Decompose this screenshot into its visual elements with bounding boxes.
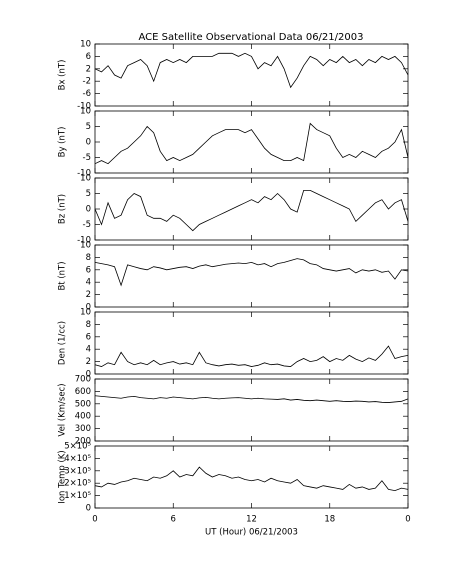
y-tick-label: 300: [75, 424, 91, 434]
y-axis-label: Den (1/cc): [58, 321, 68, 365]
y-tick-label: 3×10⁵: [64, 466, 91, 476]
y-tick-label: 5: [86, 122, 91, 132]
y-tick-label: -10: [77, 169, 91, 179]
data-line: [94, 190, 409, 232]
panel-frame: [94, 311, 409, 375]
y-tick-label: 5×10⁵: [64, 442, 91, 452]
y-tick-label: 500: [75, 399, 91, 409]
chart-title: ACE Satellite Observational Data 06/21/2…: [139, 32, 364, 43]
y-tick-label: 2×10⁵: [64, 479, 91, 489]
y-tick-label: 10: [80, 308, 91, 318]
y-tick-label: 1×10⁵: [64, 491, 91, 501]
y-tick-label: 200: [75, 437, 91, 447]
x-tick-label: 12: [246, 515, 257, 525]
x-tick-label: 0: [92, 515, 97, 525]
y-tick-label: 6: [86, 52, 91, 62]
y-tick-label: 0: [86, 370, 91, 380]
y-axis-label: Bx (nT): [58, 60, 68, 91]
panel-frame: [94, 177, 409, 241]
y-tick-label: -10: [77, 236, 91, 246]
y-tick-label: -10: [77, 102, 91, 112]
x-tick-label: 6: [171, 515, 176, 525]
y-tick-label: 600: [75, 387, 91, 397]
y-tick-label: -5: [83, 153, 91, 163]
panel-frame: [94, 110, 409, 174]
y-tick-label: 2: [86, 64, 91, 74]
y-tick-label: 0: [86, 138, 91, 148]
y-tick-label: 0: [86, 504, 91, 514]
y-axis-label: Vel (Km/sec): [58, 383, 68, 436]
data-line: [94, 122, 409, 165]
y-tick-label: 700: [75, 375, 91, 385]
panel-frame: [94, 378, 409, 442]
y-tick-label: 4: [86, 278, 91, 288]
y-tick-label: -5: [83, 220, 91, 230]
y-axis-label: By (nT): [58, 127, 68, 158]
panel-frame: [94, 445, 409, 509]
x-tick-label: 0: [405, 515, 410, 525]
y-tick-label: 6: [86, 332, 91, 342]
data-line: [94, 258, 409, 287]
panel-frame: [94, 244, 409, 308]
x-tick-label: 18: [324, 515, 335, 525]
y-tick-label: -2: [83, 77, 91, 87]
y-tick-label: 8: [86, 253, 91, 263]
data-line: [94, 395, 409, 403]
y-tick-label: 0: [86, 205, 91, 215]
data-line: [94, 52, 409, 89]
y-tick-label: 2: [86, 357, 91, 367]
y-tick-label: 8: [86, 320, 91, 330]
y-tick-label: 4: [86, 345, 91, 355]
y-tick-label: 10: [80, 241, 91, 251]
y-tick-label: 10: [80, 107, 91, 117]
data-line: [94, 345, 409, 367]
y-tick-label: 400: [75, 412, 91, 422]
y-tick-label: 5: [86, 189, 91, 199]
y-axis-label: Ion Temp (K): [58, 450, 68, 503]
y-tick-label: 0: [86, 303, 91, 313]
y-tick-label: 10: [80, 40, 91, 50]
y-tick-label: 10: [80, 174, 91, 184]
data-line: [94, 466, 409, 492]
y-axis-label: Bz (nT): [58, 194, 68, 224]
y-tick-label: 2: [86, 290, 91, 300]
panel-frame: [94, 43, 409, 107]
x-axis-label: UT (Hour) 06/21/2003: [205, 528, 298, 538]
y-tick-label: 6: [86, 265, 91, 275]
y-axis-label: Bt (nT): [58, 261, 68, 290]
y-tick-label: -6: [83, 89, 91, 99]
y-tick-label: 4×10⁵: [64, 454, 91, 464]
